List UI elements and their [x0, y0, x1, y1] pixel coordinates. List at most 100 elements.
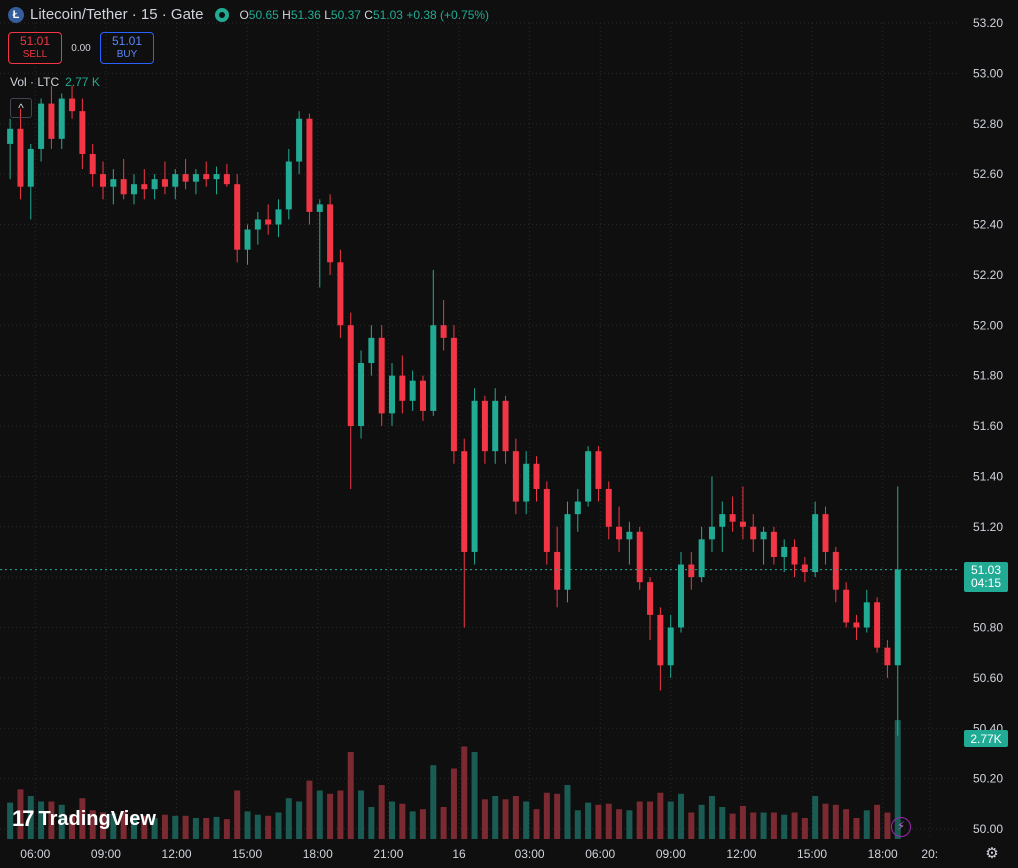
sell-label: SELL	[22, 49, 48, 60]
volume-legend[interactable]: Vol · LTC 2.77 K	[10, 75, 100, 89]
volume-bar	[564, 785, 571, 839]
bolt-icon[interactable]: ⚡	[891, 817, 911, 837]
candle-body	[626, 531, 633, 540]
candle-body	[564, 514, 571, 590]
candle-body	[79, 111, 86, 154]
volume-bar	[461, 746, 468, 839]
candle-body	[337, 262, 344, 326]
volume-bar	[760, 812, 767, 839]
candle-body	[533, 463, 540, 489]
bar-countdown: 04:15	[970, 576, 1002, 590]
price-tick-label: 53.00	[973, 66, 1003, 80]
price-tick-label: 50.00	[973, 822, 1003, 836]
time-tick-label: 06:00	[585, 847, 615, 861]
collapse-legend-icon[interactable]: ^	[10, 98, 32, 118]
volume-bar	[481, 799, 488, 839]
candle-body	[543, 488, 550, 552]
volume-bar	[543, 792, 550, 839]
volume-bar	[161, 814, 168, 839]
chart-legend: Ł Litecoin/Tether · 15 · Gate O50.65 H51…	[8, 6, 489, 23]
candle-body	[863, 602, 870, 628]
buy-label: BUY	[116, 49, 138, 60]
volume-bar	[285, 798, 292, 839]
candle-body	[306, 118, 313, 212]
market-status-icon[interactable]	[215, 7, 230, 22]
sell-price: 51.01	[19, 34, 51, 48]
volume-bar	[533, 809, 540, 839]
ohlc-values: O50.65 H51.36 L50.37 C51.03 +0.38 (+0.75…	[239, 7, 490, 22]
tradingview-logo[interactable]: 17 TradingView	[12, 806, 156, 832]
candle-body	[38, 103, 45, 149]
volume-bar	[368, 807, 375, 839]
volume-bar	[678, 793, 684, 839]
candle-body	[719, 514, 726, 527]
volume-bar	[58, 804, 65, 839]
candle-body	[141, 184, 148, 190]
volume-bar	[523, 801, 530, 839]
volume-bar	[306, 780, 313, 839]
volume-bar	[832, 804, 839, 839]
candle-body	[512, 451, 519, 502]
candle-body	[884, 647, 891, 666]
candle-body	[502, 400, 509, 452]
candle-body	[781, 546, 788, 557]
price-tick-label: 53.20	[973, 16, 1003, 30]
volume-bar	[378, 785, 385, 839]
candle-body	[48, 103, 55, 139]
volume-bar	[770, 812, 777, 839]
volume-bar	[585, 802, 592, 839]
spread-value: 0.00	[71, 42, 91, 54]
volume-bar	[853, 818, 860, 839]
candle-body	[327, 204, 334, 263]
volume-bar	[750, 812, 757, 839]
candle-body	[27, 148, 34, 187]
last-price: 51.03	[970, 563, 1002, 577]
volume-bar	[38, 801, 45, 839]
volume-bar	[894, 720, 901, 839]
volume-bar	[296, 801, 303, 839]
volume-bar	[17, 789, 24, 839]
symbol-title[interactable]: Litecoin/Tether · 15 · Gate	[30, 6, 204, 23]
candle-body	[698, 539, 705, 578]
candle-body	[461, 451, 468, 552]
candle-body	[492, 400, 499, 452]
tradingview-name: TradingView	[38, 807, 156, 830]
volume-bar	[192, 818, 199, 839]
candle-body	[874, 602, 881, 648]
buy-price: 51.01	[111, 34, 143, 48]
candle-body	[275, 209, 282, 225]
time-tick-label: 15:00	[797, 847, 827, 861]
volume-bar	[27, 796, 34, 839]
candle-body	[172, 174, 179, 187]
candle-body	[605, 488, 612, 527]
buy-button[interactable]: 51.01 BUY	[100, 32, 154, 64]
candle-body	[223, 174, 230, 185]
volume-bar	[812, 796, 819, 839]
volume-bar	[244, 811, 251, 839]
volume-bar	[151, 818, 158, 839]
volume-bar	[708, 796, 715, 839]
volume-bar	[7, 802, 14, 839]
candle-body	[69, 98, 76, 112]
volume-bar	[172, 815, 179, 839]
volume-bar	[409, 811, 416, 839]
time-tick-label: 20:	[921, 847, 938, 861]
volume-bar	[358, 790, 365, 839]
price-tick-label: 50.80	[973, 621, 1003, 635]
candle-body	[89, 153, 96, 175]
volume-bar	[884, 812, 891, 839]
volume-bar	[657, 792, 664, 839]
candle-body	[161, 179, 168, 187]
volume-bar	[130, 815, 137, 839]
volume-bar	[688, 812, 695, 839]
candle-body	[151, 179, 158, 190]
price-tick-label: 50.60	[973, 671, 1003, 685]
price-tick-label: 52.80	[973, 117, 1003, 131]
candle-body	[419, 380, 426, 411]
candle-body	[843, 589, 850, 623]
sell-button[interactable]: 51.01 SELL	[8, 32, 62, 64]
gear-icon[interactable]: ⚙	[985, 845, 999, 862]
candle-body	[440, 325, 447, 338]
candle-body	[760, 531, 767, 540]
